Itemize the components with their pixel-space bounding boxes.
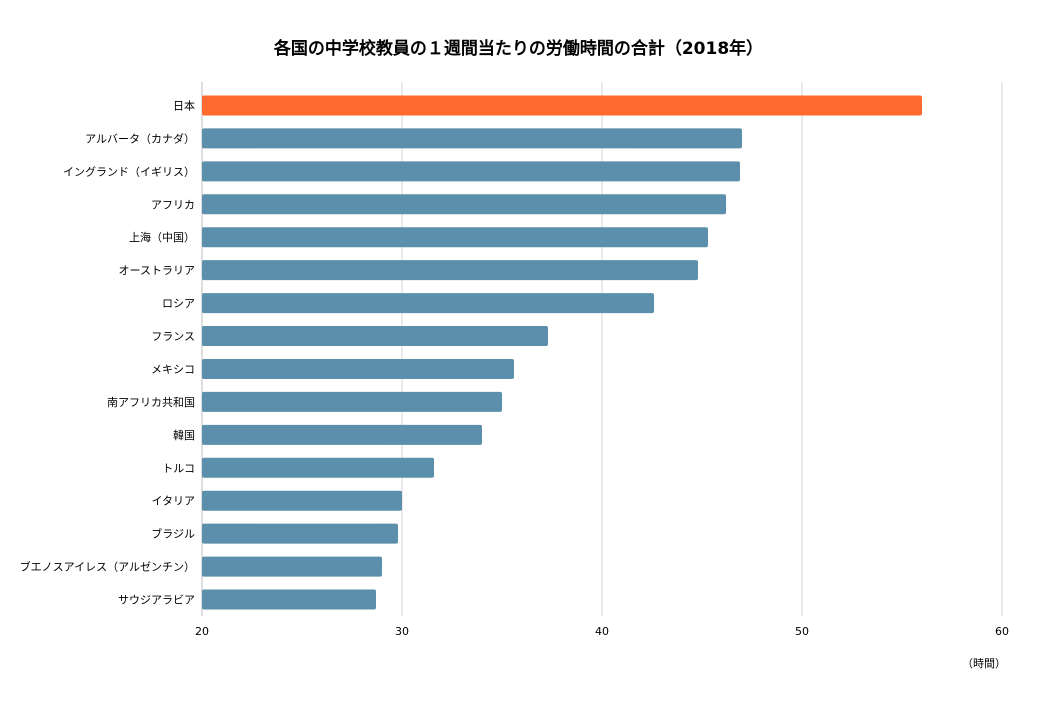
bar [202, 161, 740, 182]
category-label: オーストラリア [119, 264, 195, 277]
bar [202, 95, 922, 116]
category-label: 上海（中国） [129, 230, 195, 244]
category-label: アルバータ（カナダ） [85, 131, 195, 145]
category-label: ブラジル [151, 527, 195, 541]
category-label: 南アフリカ共和国 [107, 396, 195, 409]
x-tick-label: 30 [395, 625, 409, 638]
bar [202, 391, 502, 412]
bar [202, 227, 708, 248]
x-tick-label: 40 [595, 625, 609, 638]
chart-title: 各国の中学校教員の１週間当たりの労働時間の合計（2018年） [273, 39, 764, 59]
unit-label: （時間） [962, 657, 1006, 670]
category-label: トルコ [162, 462, 195, 475]
x-tick-label: 50 [795, 625, 809, 638]
bars [202, 95, 922, 610]
bar [202, 293, 654, 314]
bar [202, 457, 434, 478]
bar [202, 326, 548, 347]
bar [202, 556, 382, 577]
bar [202, 424, 482, 445]
x-tick-labels: 20 30 40 50 60 [195, 625, 1009, 638]
category-label: ブエノスアイレス（アルゼンチン） [20, 560, 195, 574]
bar [202, 523, 398, 544]
x-tick-label: 60 [995, 625, 1009, 638]
category-label: フランス [151, 330, 195, 343]
bar [202, 490, 402, 511]
bar [202, 194, 726, 215]
category-label: 日本 [173, 98, 195, 112]
bar [202, 260, 698, 281]
x-tick-label: 20 [195, 625, 209, 638]
category-label: サウジアラビア [118, 594, 195, 607]
category-label: 韓国 [173, 429, 195, 442]
category-label: アフリカ [151, 198, 195, 211]
bar [202, 128, 742, 149]
category-label: メキシコ [151, 363, 195, 376]
category-label: イタリア [151, 495, 195, 508]
category-label: イングランド（イギリス） [63, 164, 195, 178]
bar [202, 589, 376, 610]
bar [202, 358, 514, 379]
category-label: ロシア [162, 297, 195, 310]
